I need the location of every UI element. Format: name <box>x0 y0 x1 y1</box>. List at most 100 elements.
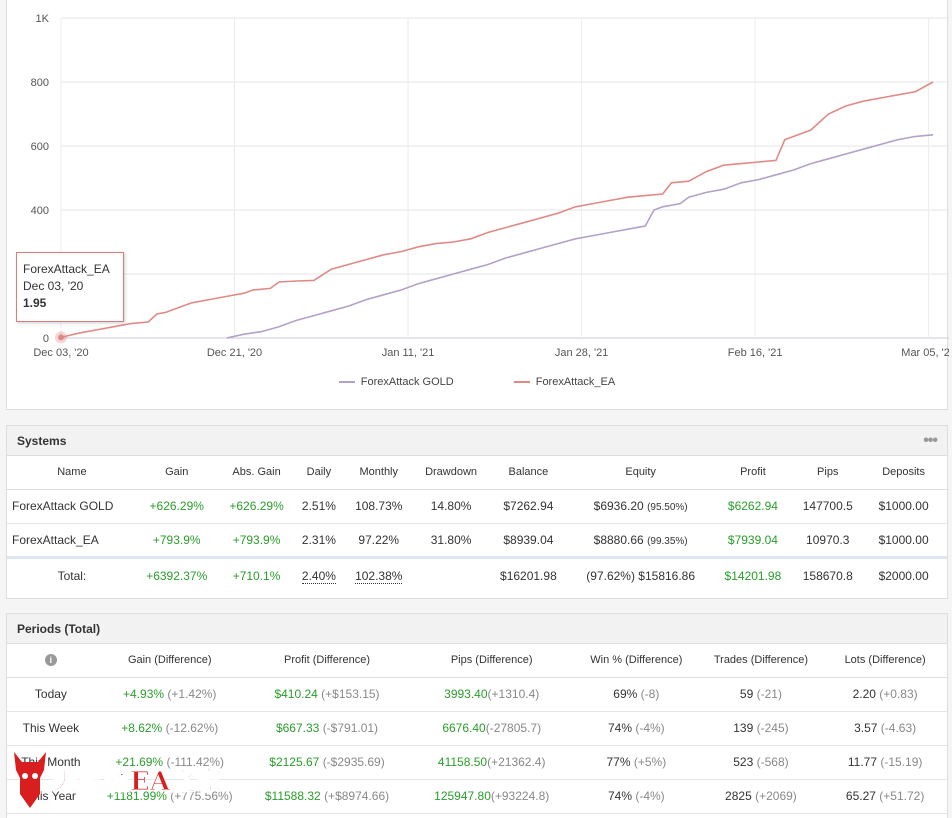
col-period-win: Win % (Difference) <box>574 644 699 678</box>
col-period-trades: Trades (Difference) <box>698 644 824 678</box>
period-lots: 65.27 (+51.72) <box>823 779 947 814</box>
system-gain: +626.29% <box>136 489 217 524</box>
more-options-icon[interactable]: ••• <box>923 431 938 449</box>
bull-logo-icon <box>14 752 46 808</box>
lots-value: 11.77 <box>847 755 877 769</box>
trades-diff: (-245) <box>756 721 789 735</box>
system-monthly: 97.22% <box>341 523 417 558</box>
period-trades: 523 (-568) <box>698 745 824 780</box>
pips-value: 41158.50 <box>437 755 488 769</box>
period-gain: +4.93% (+1.42%) <box>94 677 245 712</box>
total-monthly[interactable]: 102.38% <box>341 555 417 593</box>
system-abs-gain: +793.9% <box>216 523 297 558</box>
total-daily-value[interactable]: 2.40% <box>301 568 336 584</box>
col-gain[interactable]: Gain <box>136 456 217 490</box>
gain-value: +8.62% <box>121 721 163 735</box>
periods-panel: Periods (Total) i Gain (Difference) Prof… <box>6 613 948 818</box>
period-trades: 59 (-21) <box>698 677 824 712</box>
win-value: 74% <box>607 721 632 735</box>
total-gain: +6392.37% <box>136 555 217 593</box>
lots-value: 2.20 <box>852 687 876 701</box>
y-tick-label: 1K <box>36 13 50 25</box>
win-value: 74% <box>607 789 632 803</box>
total-monthly-value[interactable]: 102.38% <box>355 568 403 584</box>
system-deposits: $1000.00 <box>860 523 947 558</box>
period-profit: $2125.67 (-$2935.69) <box>244 745 410 780</box>
col-abs-gain[interactable]: Abs. Gain <box>216 456 297 490</box>
profit-diff: (+$8974.66) <box>324 789 390 803</box>
col-pips[interactable]: Pips <box>795 456 861 490</box>
legend-item-gold[interactable]: ForexAttack GOLD <box>338 376 454 388</box>
period-lots: 2.20 (+0.83) <box>823 677 947 712</box>
series-line-gold <box>226 134 934 339</box>
col-profit[interactable]: Profit <box>710 456 796 490</box>
lots-diff: (-4.63) <box>880 721 917 735</box>
watermark-text: 天赋通EA之家 <box>52 766 223 797</box>
x-tick-label: Dec 21, '20 <box>207 347 262 359</box>
legend-swatch-ea <box>513 381 530 383</box>
system-drawdown: 31.80% <box>416 523 486 558</box>
system-gain: +793.9% <box>136 523 217 558</box>
profit-value: $2125.67 <box>269 755 320 769</box>
total-deposits: $2000.00 <box>860 555 947 593</box>
system-name[interactable]: ForexAttack GOLD <box>7 489 137 524</box>
gain-diff: (+775.56%) <box>170 789 233 803</box>
win-diff: (-4%) <box>635 789 665 803</box>
systems-table: Name Gain Abs. Gain Daily Monthly Drawdo… <box>7 456 947 593</box>
legend-label-ea: ForexAttack_EA <box>535 376 616 388</box>
system-name[interactable]: ForexAttack_EA <box>7 523 137 558</box>
legend-swatch-gold <box>338 381 355 383</box>
col-equity[interactable]: Equity <box>570 456 711 490</box>
lots-diff: (+0.83) <box>879 687 918 701</box>
table-row[interactable]: ForexAttack_EA +793.9% +793.9% 2.31% 97.… <box>7 523 947 558</box>
total-profit: $14201.98 <box>710 555 796 593</box>
win-diff: (-8) <box>640 687 660 701</box>
col-daily[interactable]: Daily <box>296 456 342 490</box>
col-drawdown[interactable]: Drawdown <box>416 456 486 490</box>
lots-diff: (+51.72) <box>879 789 925 803</box>
systems-header-row: Name Gain Abs. Gain Daily Monthly Drawdo… <box>7 456 947 490</box>
col-deposits[interactable]: Deposits <box>860 456 947 490</box>
table-row[interactable]: ForexAttack GOLD +626.29% +626.29% 2.51%… <box>7 489 947 524</box>
pips-value: 125947.80 <box>434 789 491 803</box>
col-monthly[interactable]: Monthly <box>341 456 417 490</box>
period-profit: $667.33 (-$791.01) <box>244 711 410 746</box>
total-balance: $16201.98 <box>486 555 571 593</box>
win-diff: (+5%) <box>633 755 667 769</box>
period-trades: 2825 (+2069) <box>698 779 824 814</box>
systems-panel: Systems ••• Name Gain Abs. Gain Daily Mo… <box>6 425 948 599</box>
periods-header-row: i Gain (Difference) Profit (Difference) … <box>7 644 947 678</box>
x-tick-label: Feb 16, '21 <box>728 347 783 359</box>
periods-header: Periods (Total) <box>7 614 947 644</box>
col-balance[interactable]: Balance <box>486 456 571 490</box>
trades-value: 139 <box>733 721 754 735</box>
period-trades: 139 (-245) <box>698 711 824 746</box>
trades-value: 2825 <box>725 789 752 803</box>
total-label: Total: <box>7 555 137 593</box>
win-value: 69% <box>613 687 638 701</box>
period-row: This Month +21.69% (-111.42%) $2125.67 (-$… <box>7 745 947 780</box>
col-name[interactable]: Name <box>7 456 137 490</box>
info-icon[interactable]: i <box>44 654 57 667</box>
lots-value: 65.27 <box>845 789 876 803</box>
legend-label-gold: ForexAttack GOLD <box>360 376 454 388</box>
tooltip-series: ForexAttack_EA <box>23 262 110 276</box>
period-pips: 41158.50(+21362.4) <box>409 745 575 780</box>
systems-header: Systems ••• <box>7 426 947 456</box>
y-tick-label: 0 <box>43 333 49 345</box>
total-daily[interactable]: 2.40% <box>296 555 342 593</box>
lots-diff: (-15.19) <box>880 755 923 769</box>
trades-diff: (-568) <box>756 755 789 769</box>
legend-item-ea[interactable]: ForexAttack_EA <box>513 376 616 388</box>
system-equity: $6936.20 (95.50%) <box>570 489 711 524</box>
trades-diff: (+2069) <box>755 789 797 803</box>
period-pips: 3993.40(+1310.4) <box>409 677 575 712</box>
period-lots: 3.57 (-4.63) <box>823 711 947 746</box>
period-profit: $11588.32 (+$8974.66) <box>244 779 410 814</box>
period-win: 77% (+5%) <box>574 745 699 780</box>
trades-value: 59 <box>739 687 754 701</box>
series-line-ea <box>60 81 934 339</box>
period-row: Today +4.93% (+1.42%) $410.24 (+$153.15) 39… <box>7 677 947 712</box>
